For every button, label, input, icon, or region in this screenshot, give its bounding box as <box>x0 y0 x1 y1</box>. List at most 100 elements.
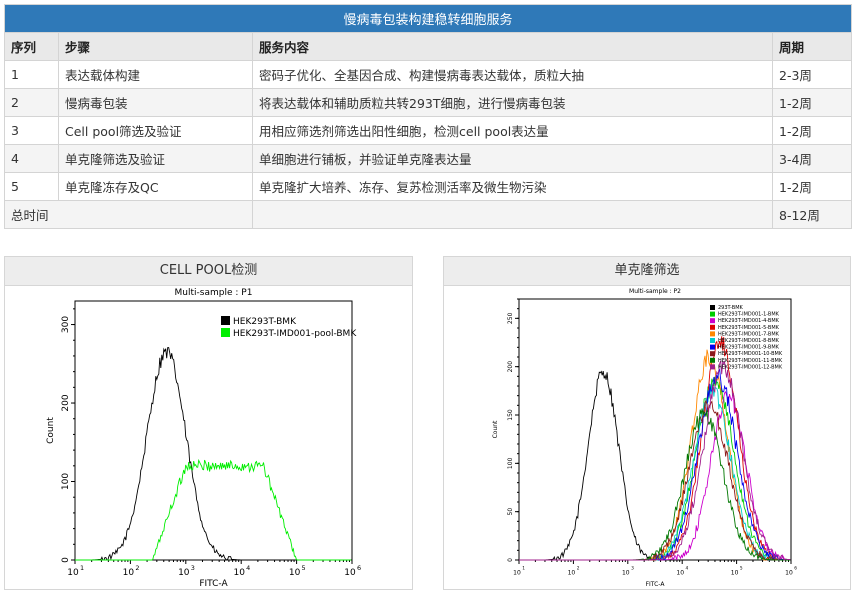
y-tick-label: 200 <box>61 394 71 411</box>
service-table: 慢病毒包装构建稳转细胞服务 序列 步骤 服务内容 周期 1 表达载体构建 密码子… <box>3 4 853 229</box>
series-line <box>519 368 791 561</box>
y-tick-label: 300 <box>61 316 71 333</box>
x-tick-label: 10 <box>344 568 356 578</box>
x-tick-exponent: 1 <box>80 564 84 572</box>
x-tick-exponent: 3 <box>191 564 195 572</box>
y-tick-label: 250 <box>507 312 514 324</box>
x-tick-exponent: 6 <box>794 566 797 572</box>
series-line <box>519 370 791 561</box>
row-index: 1 <box>4 60 59 89</box>
x-tick-label: 10 <box>513 570 521 577</box>
row-step: 单克隆筛选及验证 <box>58 144 253 173</box>
legend-label: HEK293T-IMD001-pool-BMK <box>233 329 357 339</box>
total-value: 8-12周 <box>771 200 853 229</box>
row-step: 单克隆冻存及QC <box>58 172 253 201</box>
row-step: Cell pool筛选及验证 <box>58 116 253 145</box>
table-row: 1 表达载体构建 密码子优化、全基因合成、构建慢病毒表达载体，质粒大抽 2-3周 <box>4 60 853 89</box>
legend-swatch <box>710 344 715 350</box>
table-row: 4 单克隆筛选及验证 单细胞进行铺板，并验证单克隆表达量 3-4周 <box>4 144 853 173</box>
legend-swatch <box>710 338 715 343</box>
legend-label: HEK293T-BMK <box>233 317 297 327</box>
legend-label: HEK293T-IMD001-12-BMK <box>718 364 783 370</box>
table-total-row: 总时间 8-12周 <box>4 200 853 229</box>
legend-label: HEK293T-IMD001-8-BMK <box>718 338 780 344</box>
x-tick-label: 10 <box>568 570 576 577</box>
row-step: 表达载体构建 <box>58 60 253 89</box>
row-index: 3 <box>4 116 59 145</box>
legend-swatch <box>710 357 715 363</box>
x-tick-label: 10 <box>622 570 630 577</box>
x-axis-label: FITC-A <box>646 581 666 588</box>
col-header-content: 服务内容 <box>252 32 773 61</box>
x-tick-label: 10 <box>67 568 79 578</box>
series-line <box>75 458 352 561</box>
x-tick-label: 10 <box>731 570 739 577</box>
row-content: 将表达载体和辅助质粒共转293T细胞，进行慢病毒包装 <box>252 88 773 117</box>
service-table-wrap: 慢病毒包装构建稳转细胞服务 序列 步骤 服务内容 周期 1 表达载体构建 密码子… <box>3 4 853 229</box>
row-content: 单克隆扩大培养、冻存、复苏检测活率及微生物污染 <box>252 172 773 201</box>
row-content: 用相应筛选剂筛选出阳性细胞，检测cell pool表达量 <box>252 116 773 145</box>
row-period: 1-2周 <box>771 172 853 201</box>
x-tick-exponent: 5 <box>740 566 743 572</box>
x-tick-exponent: 3 <box>631 566 634 572</box>
y-axis-label: Count <box>46 417 56 444</box>
total-empty <box>252 200 773 229</box>
legend-label: HEK293T-IMD001-9-BMK <box>718 345 780 351</box>
row-content: 密码子优化、全基因合成、构建慢病毒表达载体，质粒大抽 <box>252 60 773 89</box>
legend-swatch <box>710 305 715 310</box>
col-header-period: 周期 <box>771 32 853 61</box>
x-tick-exponent: 2 <box>135 564 139 572</box>
row-step: 慢病毒包装 <box>58 88 253 117</box>
legend-label: HEK293T-IMD001-5-BMK <box>718 325 780 331</box>
legend-label: HEK293T-IMD001-10-BMK <box>718 351 783 357</box>
series-line <box>519 399 791 561</box>
cell-pool-panel-title: CELL POOL检测 <box>5 257 412 286</box>
table-row: 5 单克隆冻存及QC 单克隆扩大培养、冻存、复苏检测活率及微生物污染 1-2周 <box>4 172 853 201</box>
x-tick-exponent: 4 <box>246 564 250 572</box>
legend-swatch <box>710 311 715 317</box>
x-tick-exponent: 6 <box>357 564 361 572</box>
table-title: 慢病毒包装构建稳转细胞服务 <box>3 4 853 33</box>
row-content: 单细胞进行铺板，并验证单克隆表达量 <box>252 144 773 173</box>
x-tick-exponent: 2 <box>577 566 580 572</box>
y-tick-label: 200 <box>507 361 514 373</box>
series-line <box>519 349 791 562</box>
x-tick-label: 10 <box>233 568 245 578</box>
row-period: 2-3周 <box>771 60 853 89</box>
row-period: 1-2周 <box>771 116 853 145</box>
legend-label: HEK293T-IMD001-11-BMK <box>718 358 783 364</box>
total-label: 总时间 <box>4 200 253 229</box>
legend-label: HEK293T-IMD001-7-BMK <box>718 331 780 337</box>
legend-swatch <box>710 351 715 357</box>
x-tick-exponent: 4 <box>686 566 689 572</box>
x-tick-label: 10 <box>676 570 684 577</box>
legend-label: HEK293T-IMD001-4-BMK <box>718 318 780 324</box>
cell-pool-panel: CELL POOL检测 Multi-sample : P1 0 100 200 300 1… <box>4 256 413 590</box>
x-tick-label: 10 <box>785 570 793 577</box>
y-tick-label: 100 <box>507 457 514 469</box>
plot-frame <box>74 300 353 561</box>
legend-swatch <box>710 324 715 330</box>
row-period: 1-2周 <box>771 88 853 117</box>
y-tick-label: 0 <box>507 558 514 562</box>
legend-label: HEK293T-IMD001-1-BMK <box>718 312 780 318</box>
table-row: 2 慢病毒包装 将表达载体和辅助质粒共转293T细胞，进行慢病毒包装 1-2周 <box>4 88 853 117</box>
plot-title: Multi-sample : P1 <box>175 288 253 298</box>
legend-swatch <box>710 364 715 370</box>
legend-label: 293T-BMK <box>718 305 744 311</box>
legend-swatch <box>710 331 715 337</box>
y-tick-label: 0 <box>61 557 71 563</box>
y-tick-label: 150 <box>507 409 514 421</box>
monoclone-panel: 单克隆筛选 Multi-sample : P2 0 50 100 150 200 250 10… <box>443 256 851 590</box>
series-line <box>519 359 791 561</box>
y-axis-label: Count <box>492 420 499 438</box>
x-tick-label: 10 <box>289 568 301 578</box>
plot-title: Multi-sample : P2 <box>629 288 681 295</box>
row-index: 5 <box>4 172 59 201</box>
legend-swatch <box>710 318 715 324</box>
row-index: 4 <box>4 144 59 173</box>
x-tick-exponent: 1 <box>522 566 525 572</box>
row-index: 2 <box>4 88 59 117</box>
monoclone-panel-title: 单克隆筛选 <box>444 257 850 286</box>
